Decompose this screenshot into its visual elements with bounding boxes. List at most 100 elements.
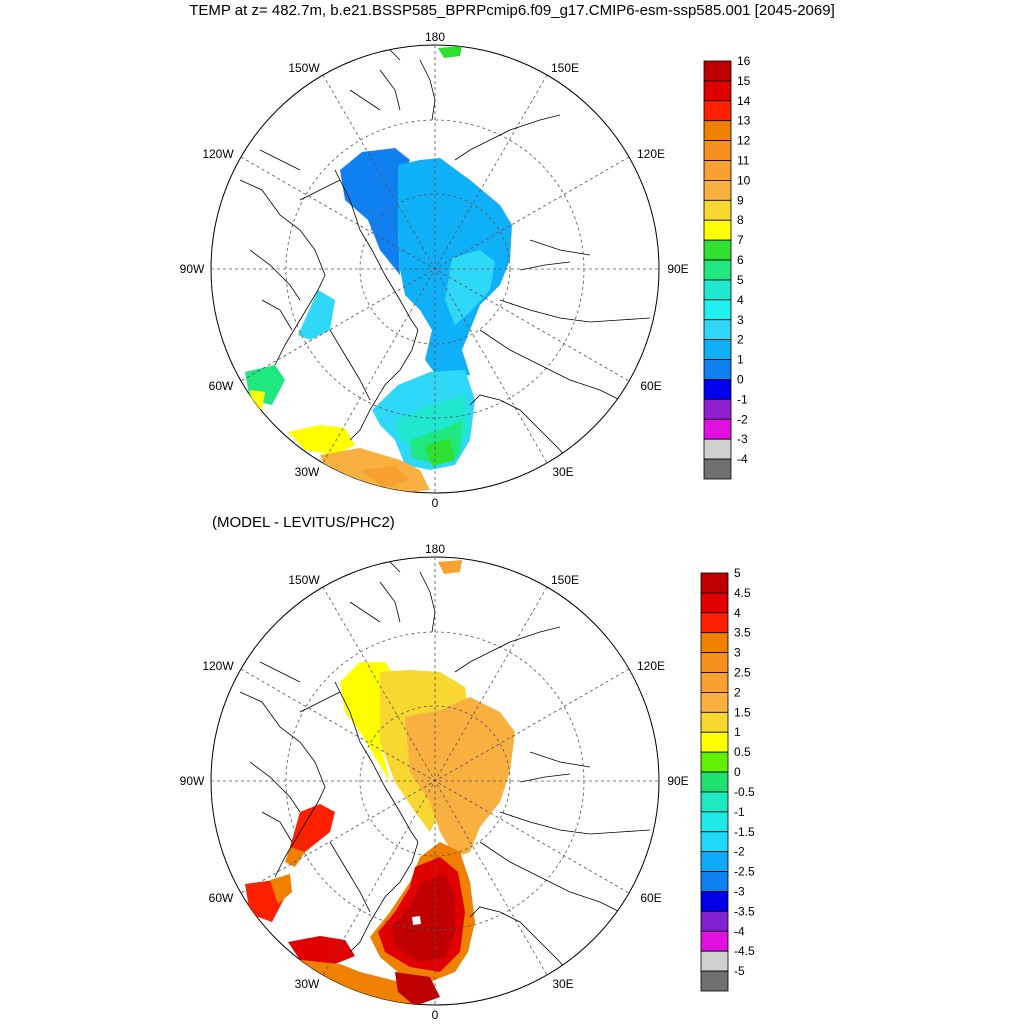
top-colorbar-label: 2 [737,333,744,347]
lon-label-150e: 150E [551,61,579,75]
field-region-atlantic-9 [288,425,355,455]
lon-label-180: 180 [425,542,445,556]
top-colorbar-swatch [703,259,732,281]
bottom-colorbar-swatch [700,592,729,614]
bottom-colorbar-swatch [700,851,729,872]
top-colorbar-label: 0 [737,372,744,386]
top-colorbar-swatch [703,120,732,142]
bottom-colorbar-swatch [700,811,729,833]
top-colorbar-swatch [703,180,732,201]
top-colorbar-label: -3 [737,432,748,446]
bottom-colorbar-swatch [700,891,729,912]
top-colorbar-swatch [703,239,732,261]
bottom-colorbar-label: -3.5 [734,904,755,918]
top-colorbar-swatch [703,359,732,380]
bottom-colorbar-swatch [700,771,729,793]
bottom-colorbar-label: -5 [734,964,745,978]
top-colorbar-label: -2 [737,412,748,426]
top-colorbar-swatch [703,458,732,480]
bottom-colorbar-label: 1.5 [734,705,751,719]
top-colorbar-swatch [703,219,732,241]
top-colorbar-swatch [703,100,732,122]
bottom-colorbar-label: -1 [734,805,745,819]
bottom-colorbar-swatch [700,711,729,733]
top-colorbar-swatch [703,438,732,460]
bottom-colorbar-label: 5 [734,567,741,580]
lon-label-90e: 90E [667,774,688,788]
lon-label-0: 0 [432,496,439,510]
bottom-colorbar-label: 2.5 [734,666,751,680]
lon-label-120e: 120E [637,659,665,673]
lon-label-30e: 30E [552,465,573,479]
diff-region-nordic-dark [392,874,455,962]
top-colorbar-label: 13 [737,114,751,128]
top-colorbar-label: 12 [737,134,751,148]
top-colorbar-swatch [703,160,732,181]
bottom-colorbar-label: -3 [734,884,745,898]
bottom-colorbar-swatch [700,950,729,972]
lon-label-120e: 120E [637,147,665,161]
top-colorbar-label: 16 [737,55,751,68]
bottom-colorbar-label: 1 [734,725,741,739]
bottom-colorbar-swatch [700,970,729,992]
diff-region-baffin-edge [285,847,305,867]
field-region-2 [340,148,410,275]
lon-label-30w: 30W [295,465,320,479]
field-region-bering [438,46,462,58]
temperature-field [245,46,512,493]
bottom-colorbar-label: 2 [734,685,741,699]
top-colorbar-swatch [703,379,732,400]
bottom-colorbar-label: -2.5 [734,865,755,879]
difference-field [245,560,515,1005]
diff-region-labrador-o [270,874,292,904]
top-colorbar-swatch [703,279,732,301]
bottom-colorbar-swatch [700,910,729,932]
bottom-colorbar-label: 4 [734,606,741,620]
diff-region-3-5-baffin [290,804,335,862]
top-colorbar-label: 15 [737,74,751,88]
lon-label-0: 0 [432,1008,439,1022]
top-colorbar-label: 4 [737,293,744,307]
lon-label-90e: 90E [667,262,688,276]
coastlines [239,49,651,471]
lon-label-60w: 60W [209,891,234,905]
diff-region-nordic-hole [412,916,421,925]
lon-label-150w: 150W [288,61,320,75]
bottom-colorbar-swatch [700,930,729,952]
bottom-colorbar-label: -4.5 [734,944,755,958]
field-region-atlantic-11 [360,466,410,488]
lon-label-60e: 60E [640,379,661,393]
lon-label-180: 180 [425,30,445,44]
top-colorbar-label: 10 [737,173,751,187]
bottom-colorbar: 5 4.5 4 3.5 3 2.5 2 1.5 1 0.5 0 -0.5 -1 -1.5 -2 -2.5 -3 -… [700,567,755,992]
top-colorbar-swatch [703,140,732,161]
top-colorbar-label: 8 [737,213,744,227]
field-region-nordic-7 [425,438,455,466]
difference-subtitle: (MODEL - LEVITUS/PHC2) [212,514,395,531]
diff-region-bering [438,560,462,574]
top-colorbar-label: 11 [737,154,750,168]
bottom-colorbar-label: 3 [734,646,741,660]
bottom-colorbar-label: 3.5 [734,626,751,640]
lon-label-120w: 120W [202,147,234,161]
coastlines [239,561,651,983]
diff-region-2-5 [405,697,515,857]
top-colorbar-swatch [703,60,732,82]
lon-label-150e: 150E [551,573,579,587]
top-polar-map: 180 150E 120E 90E 60E 30E 0 30W 60W 90W … [180,30,689,510]
lon-label-90w: 90W [180,262,205,276]
bottom-colorbar-label: -0.5 [734,785,755,799]
top-colorbar-swatch [703,398,732,420]
lon-label-60w: 60W [209,379,234,393]
lon-label-30e: 30E [552,977,573,991]
diff-region-atlantic-orange [300,960,425,1005]
graticule [211,557,659,1005]
bottom-colorbar-swatch [700,692,729,713]
bottom-colorbar-label: -1.5 [734,825,755,839]
bottom-colorbar-swatch [700,791,729,813]
top-colorbar-label: 9 [737,193,744,207]
diff-region-atlantic-red [288,936,355,964]
bottom-colorbar-label: 0 [734,765,741,779]
bottom-colorbar-label: -2 [734,845,745,859]
